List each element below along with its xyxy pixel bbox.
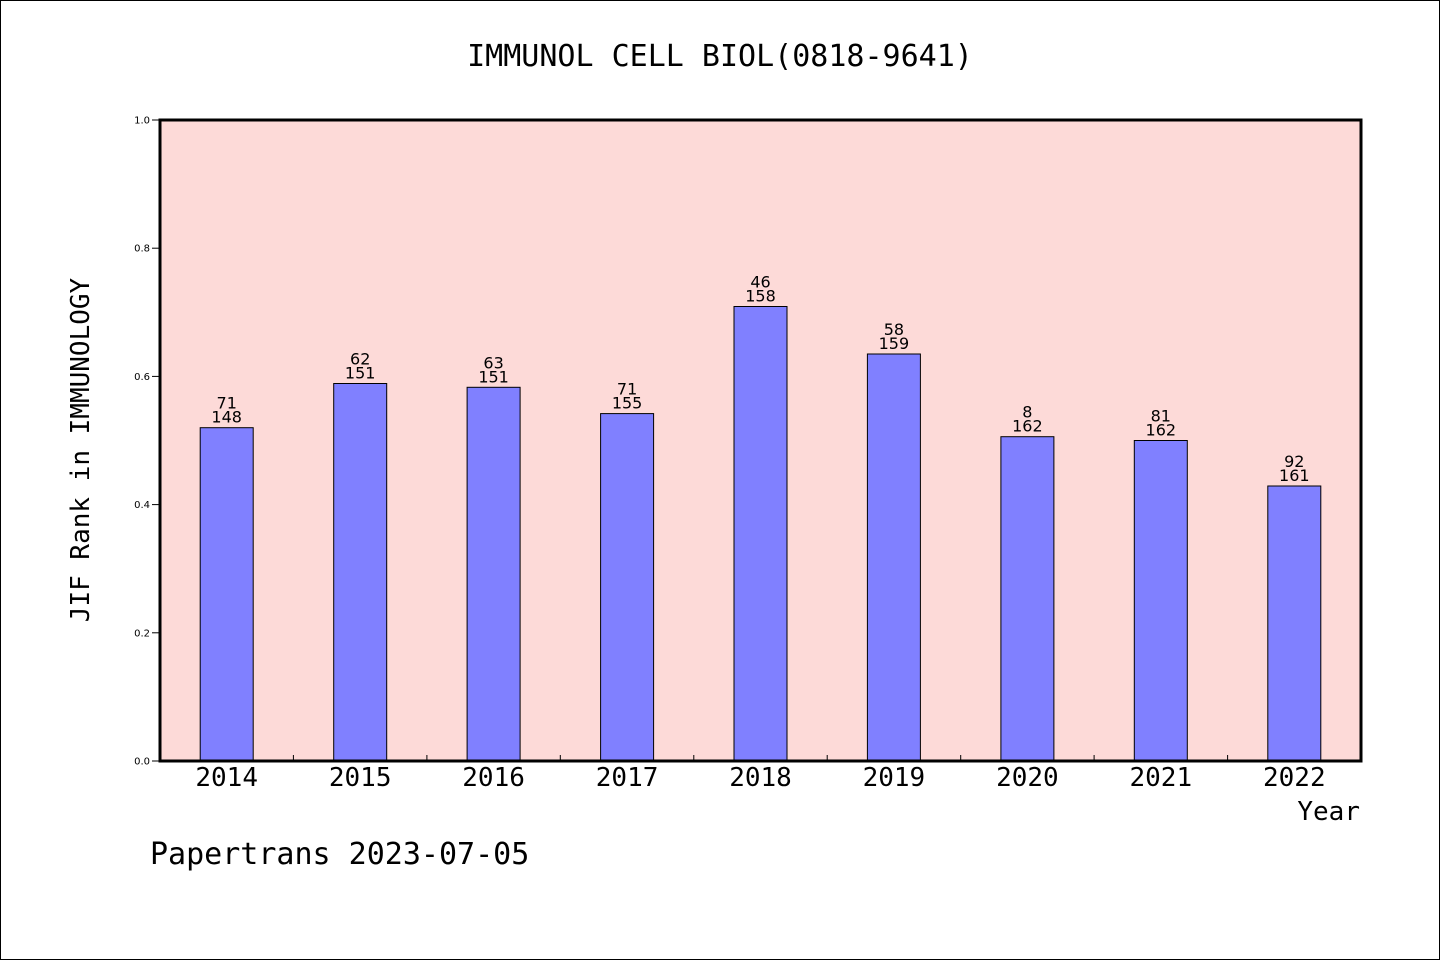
bar-2020 — [1000, 436, 1055, 762]
x-axis-title: Year — [1297, 797, 1360, 827]
bar-label-rank-2021: 81 — [1151, 407, 1171, 426]
x-tick-label-2020: 2020 — [996, 763, 1059, 793]
bar-label-total-2019: 159 — [879, 334, 910, 353]
plot-border — [158, 118, 1363, 763]
bar-label-total-2020: 162 — [1012, 417, 1043, 436]
x-tick-label-2017: 2017 — [596, 763, 659, 793]
bar-label-rank-2018: 46 — [750, 273, 770, 292]
x-tick-label-2018: 2018 — [729, 763, 792, 793]
bar-label-total-2017: 155 — [612, 394, 643, 413]
bar-2022 — [1267, 485, 1322, 762]
bars-layer — [199, 306, 1322, 762]
bar-label-rank-2014: 71 — [217, 394, 237, 413]
bar-label-total-2022: 161 — [1279, 466, 1310, 485]
y-axis-title: JIF Rank in IMMUNOLOGY — [66, 277, 96, 622]
y-tick-label-0.8: 0.8 — [134, 244, 150, 255]
x-tick-label-2014: 2014 — [195, 763, 258, 793]
y-tick-label-0.0: 0.0 — [134, 757, 150, 768]
y-tick-label-0.2: 0.2 — [134, 628, 150, 639]
x-tick-label-2015: 2015 — [329, 763, 392, 793]
x-tick-label-2019: 2019 — [863, 763, 926, 793]
x-tick-label-2021: 2021 — [1129, 763, 1192, 793]
bar-label-total-2014: 148 — [211, 408, 242, 427]
bar-label-total-2018: 158 — [745, 287, 776, 306]
bar-2018 — [733, 306, 788, 762]
bar-label-rank-2017: 71 — [617, 380, 637, 399]
x-tick-label-2016: 2016 — [462, 763, 525, 793]
x-axis: 2014 2015 2016 2017 2018 2019 2020 2021 2022 — [195, 755, 1326, 793]
y-axis: 0.0 0.2 0.4 0.6 0.8 1.0 — [134, 116, 160, 768]
chart-title: IMMUNOL CELL BIOL(0818-9641) — [467, 39, 973, 74]
bar-2019 — [866, 353, 921, 762]
bar-2015 — [333, 383, 388, 762]
bar-label-total-2015: 151 — [345, 364, 376, 383]
bar-label-rank-2019: 58 — [884, 320, 904, 339]
bar-2016 — [466, 386, 521, 762]
bar-label-total-2016: 151 — [478, 367, 509, 386]
y-tick-label-0.6: 0.6 — [134, 372, 150, 383]
bar-2021 — [1133, 440, 1188, 762]
bar-label-rank-2016: 63 — [483, 353, 503, 372]
bar-2014 — [199, 427, 254, 762]
footer-watermark: Papertrans 2023-07-05 — [150, 837, 529, 872]
y-tick-label-0.4: 0.4 — [134, 500, 150, 511]
bar-2017 — [600, 413, 655, 762]
x-tick-label-2022: 2022 — [1263, 763, 1326, 793]
bar-label-total-2021: 162 — [1146, 421, 1177, 440]
bar-labels-layer: 7114862151631517115546158581598162811629… — [211, 273, 1309, 486]
y-tick-label-1.0: 1.0 — [134, 116, 150, 127]
bar-label-rank-2022: 92 — [1284, 452, 1304, 471]
bar-label-rank-2020: 8 — [1022, 403, 1032, 422]
bar-label-rank-2015: 62 — [350, 350, 370, 369]
